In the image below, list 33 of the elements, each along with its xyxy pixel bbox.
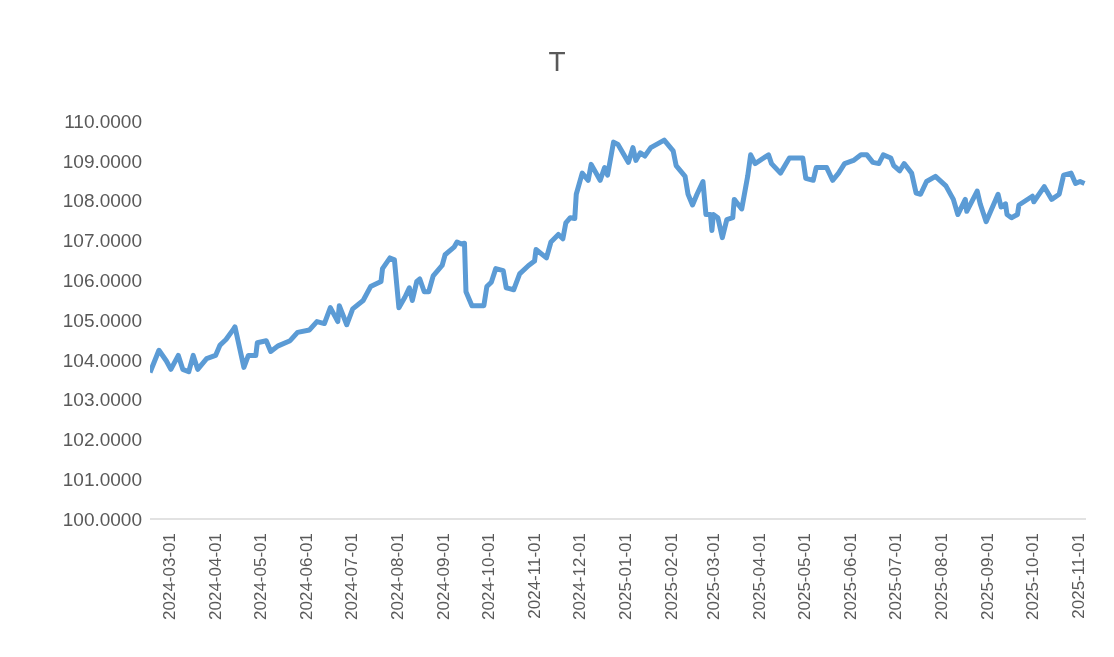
y-tick-label: 107.0000 [62, 230, 142, 252]
x-tick-label: 2025-04-01 [750, 533, 770, 620]
y-tick-label: 108.0000 [62, 190, 142, 212]
x-tick-label: 2025-08-01 [931, 533, 951, 620]
y-tick-label: 105.0000 [62, 309, 142, 331]
y-tick-label: 109.0000 [62, 150, 142, 172]
x-tick-label: 2025-06-01 [841, 533, 861, 620]
x-tick-label: 2024-08-01 [387, 533, 407, 620]
y-tick-label: 101.0000 [62, 468, 142, 490]
x-tick-label: 2024-07-01 [341, 533, 361, 620]
x-tick-label: 2024-05-01 [250, 533, 270, 620]
y-tick-label: 104.0000 [62, 349, 142, 371]
x-tick-label: 2024-11-01 [525, 533, 545, 619]
x-tick-label: 2025-01-01 [615, 533, 635, 620]
x-tick-label: 2024-10-01 [478, 533, 498, 620]
x-tick-label: 2025-11-01 [1069, 533, 1089, 619]
y-tick-label: 106.0000 [62, 269, 142, 291]
y-tick-label: 100.0000 [62, 508, 142, 530]
x-tick-label: 2025-05-01 [794, 533, 814, 620]
y-tick-label: 102.0000 [62, 429, 142, 451]
x-tick-label: 2024-09-01 [434, 533, 454, 620]
x-tick-label: 2025-02-01 [662, 533, 682, 620]
y-tick-label: 103.0000 [62, 389, 142, 411]
x-tick-label: 2024-04-01 [206, 533, 226, 620]
x-tick-label: 2025-10-01 [1022, 533, 1042, 620]
x-tick-label: 2025-03-01 [703, 533, 723, 620]
chart-title: T [547, 45, 567, 79]
y-tick-label: 110.0000 [64, 110, 142, 132]
x-tick-label: 2024-03-01 [159, 533, 179, 620]
x-tick-label: 2025-07-01 [885, 533, 905, 620]
x-tick-label: 2025-09-01 [978, 533, 998, 620]
x-tick-label: 2024-12-01 [569, 533, 589, 620]
x-tick-label: 2024-06-01 [297, 533, 316, 620]
